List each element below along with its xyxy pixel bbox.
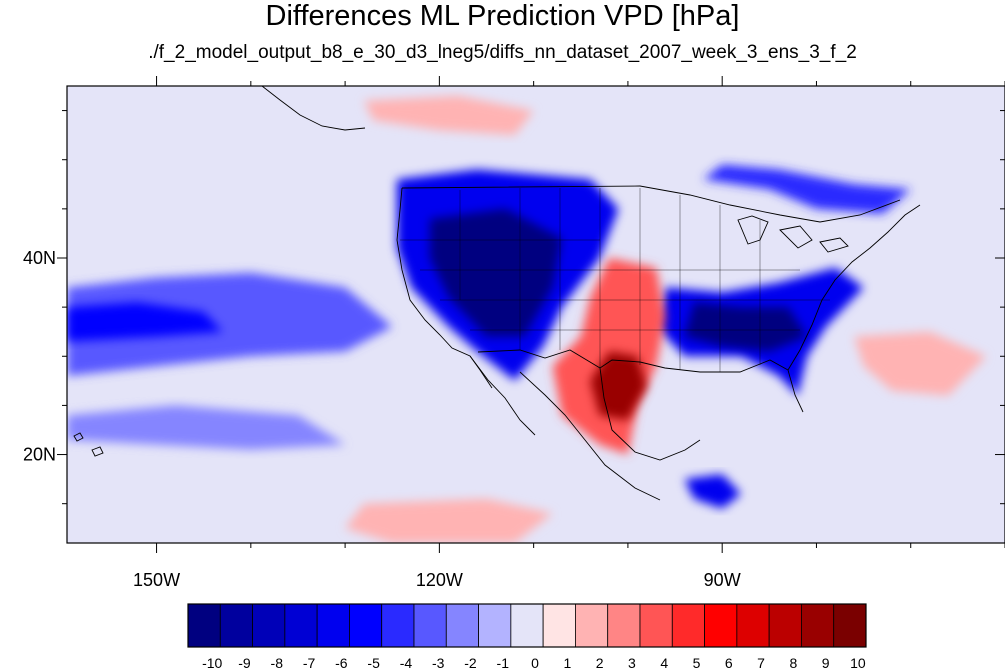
lon-tick-label: 120W bbox=[416, 570, 463, 590]
plot-area: 150W 120W 90W 40N 20N bbox=[23, 76, 1005, 590]
colorbar-swatch bbox=[768, 603, 802, 648]
mexico-west-coast bbox=[519, 371, 661, 501]
colorbar-swatch bbox=[187, 603, 221, 648]
region-atlantic-red bbox=[854, 331, 987, 396]
colorbar-swatch bbox=[219, 603, 253, 648]
region-pacific-south-blue bbox=[67, 405, 346, 450]
colorbar-swatch bbox=[445, 603, 479, 648]
colorbar-swatch bbox=[801, 603, 835, 648]
colorbar-label: 7 bbox=[757, 655, 765, 671]
alaska-coast bbox=[261, 86, 366, 131]
us-east-coast bbox=[787, 204, 921, 371]
colorbar-swatch bbox=[607, 603, 641, 648]
region-pacific-band-core bbox=[67, 302, 223, 342]
colorbar-swatch bbox=[349, 603, 383, 648]
colorbar-swatch bbox=[671, 603, 705, 648]
colorbar-swatch bbox=[284, 603, 318, 648]
baja-california bbox=[469, 355, 536, 436]
hawaii bbox=[73, 432, 104, 457]
colorbar-label: -10 bbox=[202, 655, 222, 671]
colorbar-label: 10 bbox=[850, 655, 866, 671]
colorbar: -10 -9 -8 -7 -6 -5 -4 -3 -2 -1 0 1 2 3 4 5 6 7 8 9 10 bbox=[187, 603, 867, 671]
colorbar-label: 3 bbox=[628, 655, 636, 671]
colorbar-label: 6 bbox=[725, 655, 733, 671]
region-texas-mexico-core bbox=[590, 351, 647, 421]
great-lakes bbox=[737, 215, 849, 253]
region-east-us-core bbox=[684, 302, 807, 352]
colorbar-label: -9 bbox=[238, 655, 251, 671]
region-northeast-blue bbox=[703, 164, 911, 214]
colorbar-swatch bbox=[316, 603, 350, 648]
colorbar-label: -3 bbox=[432, 655, 445, 671]
us-canada-border bbox=[401, 185, 901, 223]
colorbar-swatch bbox=[478, 603, 512, 648]
region-central-america-blue bbox=[684, 474, 741, 509]
colorbar-swatch bbox=[833, 603, 867, 648]
colorbar-label: -8 bbox=[271, 655, 284, 671]
colorbar-label: -2 bbox=[464, 655, 477, 671]
coastline-boundaries bbox=[73, 86, 921, 501]
plot-frame bbox=[66, 85, 1005, 544]
colorbar-label: 4 bbox=[660, 655, 668, 671]
colorbar-label: 1 bbox=[563, 655, 571, 671]
colorbar-label: 0 bbox=[531, 655, 539, 671]
us-mexico-border bbox=[477, 349, 601, 369]
region-west-us-core bbox=[429, 208, 562, 337]
colorbar-frame bbox=[187, 603, 867, 648]
colorbar-swatch bbox=[542, 603, 576, 648]
map-subtitle: ./f_2_model_output_b8_e_30_d3_lneg5/diff… bbox=[148, 42, 857, 63]
region-pacific-south-red bbox=[345, 498, 553, 543]
region-pacific-north-red bbox=[364, 95, 534, 136]
colorbar-label: -4 bbox=[400, 655, 413, 671]
state-boundaries bbox=[400, 188, 830, 372]
axis-ticks bbox=[57, 76, 1005, 553]
lon-tick-label: 90W bbox=[704, 570, 741, 590]
colorbar-label: 5 bbox=[693, 655, 701, 671]
axis-tick-labels: 150W 120W 90W 40N 20N bbox=[23, 248, 741, 590]
colorbar-swatch bbox=[413, 603, 447, 648]
region-pacific-band-blue bbox=[67, 272, 393, 376]
colorbar-swatch bbox=[381, 603, 415, 648]
lat-tick-label: 40N bbox=[23, 248, 56, 268]
colorbar-label: -7 bbox=[303, 655, 316, 671]
map-title: Differences ML Prediction VPD [hPa] bbox=[265, 0, 740, 32]
colorbar-label: 2 bbox=[596, 655, 604, 671]
lat-tick-label: 20N bbox=[23, 445, 56, 465]
colorbar-label: 9 bbox=[822, 655, 830, 671]
colorbar-swatch bbox=[639, 603, 673, 648]
colorbar-swatch bbox=[575, 603, 609, 648]
colorbar-swatch bbox=[704, 603, 738, 648]
mexico-gulf-coast bbox=[599, 367, 701, 461]
colorbar-swatch bbox=[510, 603, 544, 648]
colorbar-swatch bbox=[252, 603, 286, 648]
colorbar-label: -6 bbox=[335, 655, 348, 671]
colorbar-swatch bbox=[736, 603, 770, 648]
lon-tick-label: 150W bbox=[133, 570, 180, 590]
colorbar-label: -1 bbox=[497, 655, 510, 671]
colorbar-label: 8 bbox=[789, 655, 797, 671]
colorbar-label: -5 bbox=[367, 655, 380, 671]
state-lines bbox=[400, 188, 830, 372]
